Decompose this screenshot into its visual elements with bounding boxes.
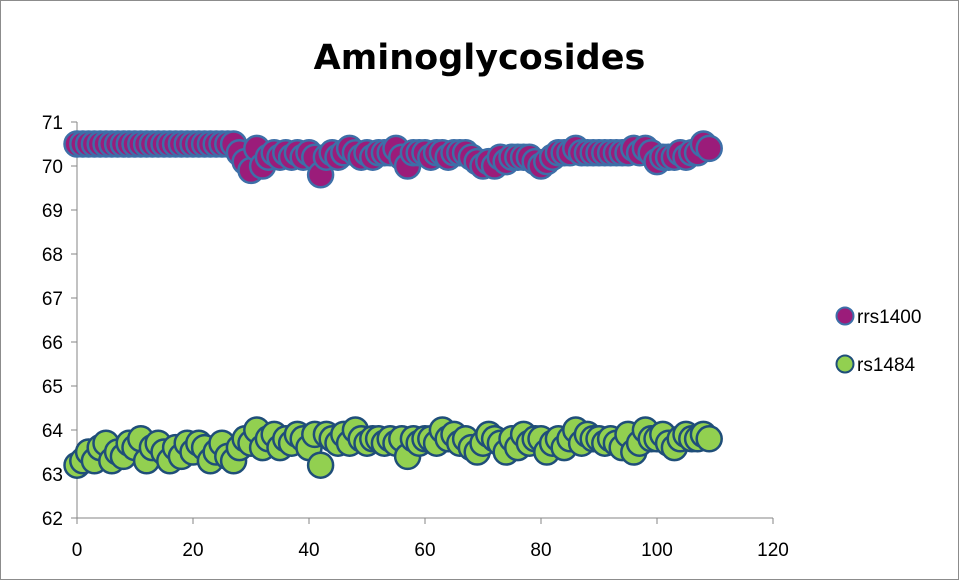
legend: rrs1400 rs1484 <box>835 306 921 376</box>
data-point-rs1484 <box>695 425 723 453</box>
data-point-rrs1400 <box>695 134 723 163</box>
chart-title: Aminoglycosides <box>313 38 646 78</box>
y-tick-label: 63 <box>42 465 63 486</box>
y-tick-label: 68 <box>42 245 63 266</box>
x-tick-label: 100 <box>641 540 673 561</box>
x-tick-label: 0 <box>72 540 83 561</box>
x-tick-label: 40 <box>298 540 319 561</box>
y-tick-label: 71 <box>42 113 63 134</box>
series-rrs1400 <box>63 130 723 189</box>
y-tick-label: 66 <box>42 333 63 354</box>
legend-label-rs1484: rs1484 <box>857 355 916 376</box>
x-tick-label: 20 <box>182 540 203 561</box>
series-rs1484 <box>63 416 723 479</box>
y-tick-label: 64 <box>42 421 64 442</box>
data-point-rs1484 <box>306 451 335 479</box>
legend-label-rrs1400: rrs1400 <box>857 307 921 328</box>
data-points <box>63 130 723 479</box>
y-tick-label: 65 <box>42 377 63 398</box>
y-tick-label: 67 <box>42 289 63 310</box>
legend-marker-rs1484 <box>835 354 855 374</box>
x-tick-label: 80 <box>530 540 551 561</box>
y-tick-label: 62 <box>42 509 63 530</box>
axes: 62 63 64 65 66 67 68 69 70 71 0 20 40 60 80 100 120 <box>42 113 789 561</box>
x-tick-label: 60 <box>414 540 435 561</box>
y-tick-label: 70 <box>42 157 63 178</box>
y-tick-label: 69 <box>42 201 63 222</box>
x-tick-label: 120 <box>757 540 789 561</box>
legend-marker-rrs1400 <box>835 306 855 326</box>
